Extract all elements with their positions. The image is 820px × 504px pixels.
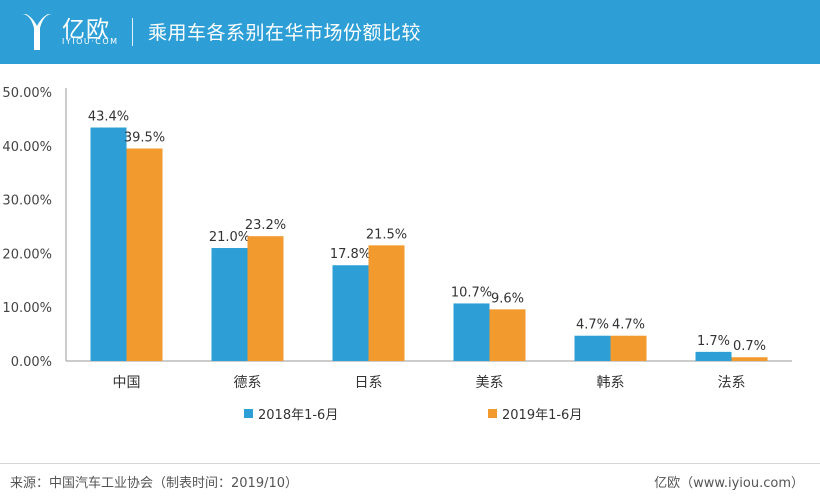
x-tick-label: 美系 (476, 375, 504, 391)
data-label: 4.7% (576, 318, 609, 333)
y-tick-label: 20.00% (2, 247, 52, 262)
bar-2019 (368, 245, 405, 361)
legend-swatch (244, 409, 253, 418)
x-tick-label: 中国 (113, 375, 141, 391)
data-label: 21.5% (366, 227, 407, 242)
bar-2018 (574, 335, 611, 361)
bar-2018 (90, 127, 127, 361)
header-banner: 亿欧 IYIOU·COM 乘用车各系别在华市场份额比较 (0, 0, 820, 64)
logo-icon (22, 14, 52, 50)
bar-2019 (126, 148, 163, 361)
source-note: 来源：中国汽车工业协会（制表时间：2019/10） (10, 476, 299, 491)
x-tick-label: 德系 (234, 375, 262, 391)
footer-divider (0, 463, 820, 464)
data-label: 10.7% (451, 285, 492, 300)
data-label: 1.7% (697, 334, 730, 349)
data-label: 9.6% (491, 291, 524, 306)
data-label: 4.7% (612, 318, 645, 333)
bar-2019 (489, 309, 526, 361)
x-tick-label: 韩系 (597, 375, 625, 391)
data-label: 17.8% (330, 247, 371, 262)
y-tick-label: 0.00% (11, 355, 52, 370)
legend-label: 2018年1-6月 (258, 408, 338, 423)
bar-2018 (453, 303, 490, 361)
data-label: 43.4% (88, 110, 129, 125)
data-label: 23.2% (245, 218, 286, 233)
legend-label: 2019年1-6月 (502, 408, 582, 423)
credit-note: 亿欧（www.iyiou.com） (654, 476, 804, 491)
data-label: 0.7% (733, 339, 766, 354)
bar-2019 (731, 357, 768, 361)
logo-text: 亿欧 (62, 17, 110, 43)
bar-2018 (211, 248, 248, 361)
bar-chart: 0.00% 10.00% 20.00% 30.00% 40.00% 50.00% 43.4%… (2, 86, 792, 423)
y-tick-label: 50.00% (2, 86, 52, 101)
bar-2018 (695, 351, 732, 361)
x-tick-label: 日系 (355, 375, 383, 391)
data-label: 39.5% (124, 130, 165, 145)
y-tick-label: 40.00% (2, 140, 52, 155)
header-divider (132, 18, 133, 46)
logo-subtext: IYIOU·COM (62, 37, 119, 46)
y-tick-label: 10.00% (2, 301, 52, 316)
y-tick-label: 30.00% (2, 194, 52, 209)
bar-2019 (247, 236, 284, 361)
bar-2018 (332, 265, 369, 361)
legend-swatch (488, 409, 497, 418)
bar-2019 (610, 335, 647, 361)
data-label: 21.0% (209, 230, 250, 245)
page-title: 乘用车各系别在华市场份额比较 (148, 22, 422, 44)
x-tick-label: 法系 (718, 375, 746, 391)
